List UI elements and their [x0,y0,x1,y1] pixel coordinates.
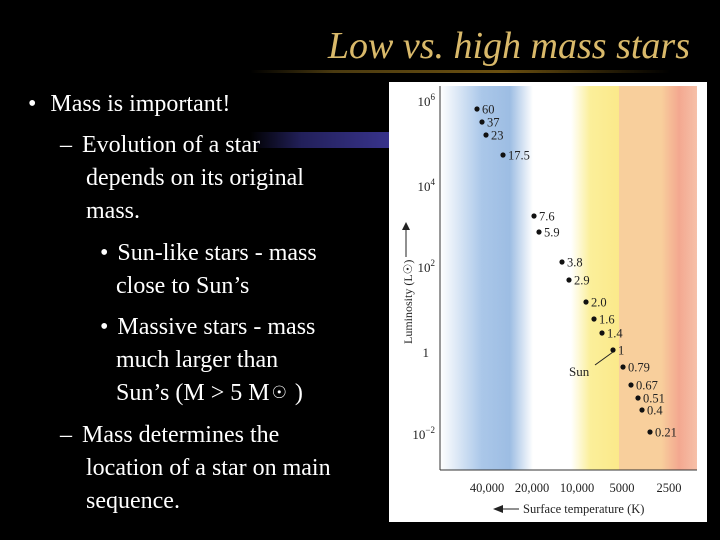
bullet-line-10: – Mass determines the [60,419,279,452]
y-tick-label: 104 [418,177,436,194]
star-mass-label: 5.9 [544,226,560,240]
spectral-band-yellow [571,86,619,470]
x-axis-arrow-icon [493,505,503,513]
spectral-band-blue [440,86,533,470]
bullet-text: Mass determines the [82,422,280,448]
x-tick-label: 20,000 [515,481,549,495]
x-tick-label: 2500 [657,481,682,495]
star-mass-label: 60 [482,103,495,117]
y-tick-label: 1 [423,345,430,360]
sun-pointer-line [594,351,614,366]
y-axis-label: Luminosity (L☉) [401,260,415,344]
star-mass-label: 7.6 [539,210,555,224]
bullet-line-9: Sun’s (M > 5 M ☉) [116,377,303,412]
star-mass-label: 1 [618,344,624,358]
close-paren: ) [294,380,303,406]
star-dot [620,364,626,370]
star-mass-label: 0.79 [628,361,650,375]
bullet-line-4: mass. [86,198,140,224]
bullet-text: Sun’s (M > 5 M [116,380,270,406]
spectral-band-red [661,86,697,470]
x-axis-label: Surface temperature (K) [523,502,644,516]
star-dot [531,213,537,219]
spectral-band-orange [619,86,661,470]
star-mass-label: 2.0 [591,296,607,310]
y-tick-labels: 106 104 102 1 10−2 [412,92,435,442]
y-tick-label: 102 [418,258,436,275]
spectral-band-white [533,86,571,470]
star-mass-label: 23 [491,129,504,143]
bullet-text: Sun-like stars - mass [117,240,317,266]
x-tick-label: 5000 [610,481,635,495]
bullet-line-3: depends on its original [86,165,304,191]
star-dot [500,152,506,158]
star-mass-label: 1.6 [599,313,615,327]
star-mass-label: 0.21 [655,426,677,440]
sun-label: Sun [569,364,590,379]
x-tick-label: 40,000 [470,481,504,495]
bullet-line-12: sequence. [86,488,180,514]
star-dot [566,277,572,283]
sun-symbol-icon: ☉ [271,383,287,403]
star-mass-label: 0.4 [647,404,663,418]
bullet-marker: – [60,132,72,158]
star-dot [483,132,489,138]
star-mass-label: 1.4 [607,327,623,341]
star-dot [591,316,597,322]
star-dot [639,407,645,413]
bullet-marker: – [60,422,72,448]
bullet-line-1: • Mass is important! [28,88,230,121]
star-dot [647,429,653,435]
y-tick-label: 10−2 [412,425,435,442]
star-mass-label: 3.8 [567,256,583,270]
bullet-line-6: close to Sun’s [116,273,250,299]
bullet-line-7: • Massive stars - mass [100,311,315,344]
star-dot [474,106,480,112]
star-mass-label: 17.5 [508,149,530,163]
star-dot [583,299,589,305]
slide-title: Low vs. high mass stars [327,25,690,67]
bullet-line-8: much larger than [116,347,279,373]
x-tick-label: 10,000 [560,481,594,495]
x-tick-labels: 40,000 20,000 10,000 5000 2500 [470,481,682,495]
star-dot [635,395,641,401]
star-mass-label: 0.51 [643,392,665,406]
star-dot [536,229,542,235]
bullet-line-11: location of a star on main [86,455,331,481]
bullet-line-2: – Evolution of a star [60,129,260,162]
bullet-marker: • [100,314,109,340]
star-dot [599,330,605,336]
star-dot [628,382,634,388]
bullet-marker: • [100,240,109,266]
star-dot [479,119,485,125]
bullet-text: Mass is important! [50,91,231,117]
accent-bar [250,132,398,148]
title-underline [250,70,670,73]
bullet-text: Evolution of a star [82,132,260,158]
star-mass-label: 37 [487,116,500,130]
star-dot [610,347,616,353]
y-tick-label: 106 [418,92,436,109]
bullet-marker: • [28,91,37,117]
bullet-text: Massive stars - mass [117,314,316,340]
star-dot [559,259,565,265]
y-axis-arrow-icon [402,222,410,230]
bullet-line-5: • Sun-like stars - mass [100,237,317,270]
star-mass-label: 2.9 [574,274,590,288]
star-mass-label: 0.67 [636,379,658,393]
hr-diagram-figure: 106 104 102 1 10−2 Luminosity (L☉) 40,00… [389,82,707,522]
